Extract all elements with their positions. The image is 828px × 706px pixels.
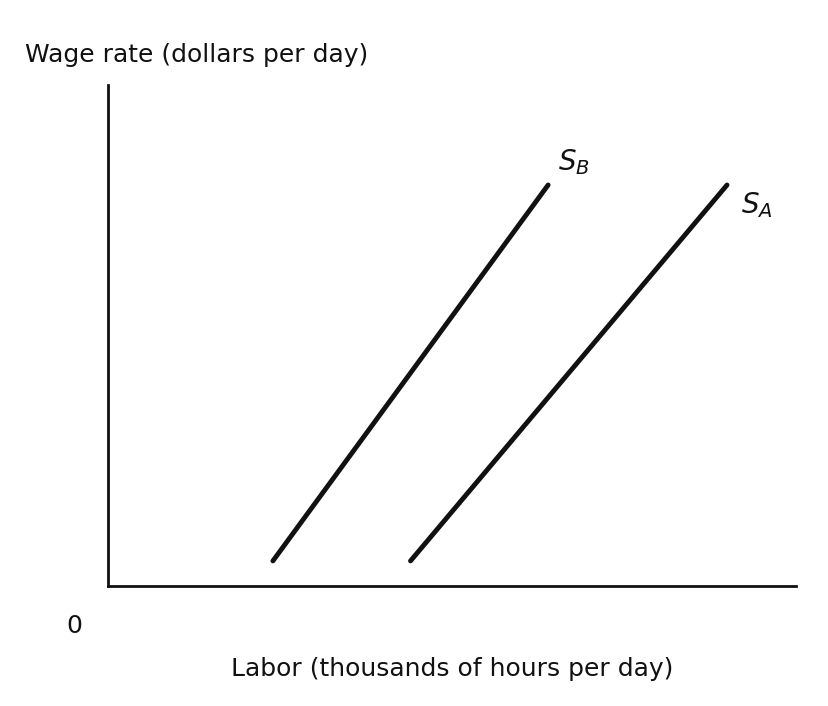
Text: $\mathit{S}_{\mathit{B}}$: $\mathit{S}_{\mathit{B}}$ (558, 148, 590, 177)
Text: $\mathit{S}_{\mathit{A}}$: $\mathit{S}_{\mathit{A}}$ (740, 190, 772, 220)
Text: Wage rate (dollars per day): Wage rate (dollars per day) (25, 43, 368, 67)
Text: 0: 0 (66, 614, 83, 638)
Text: Labor (thousands of hours per day): Labor (thousands of hours per day) (230, 657, 672, 681)
